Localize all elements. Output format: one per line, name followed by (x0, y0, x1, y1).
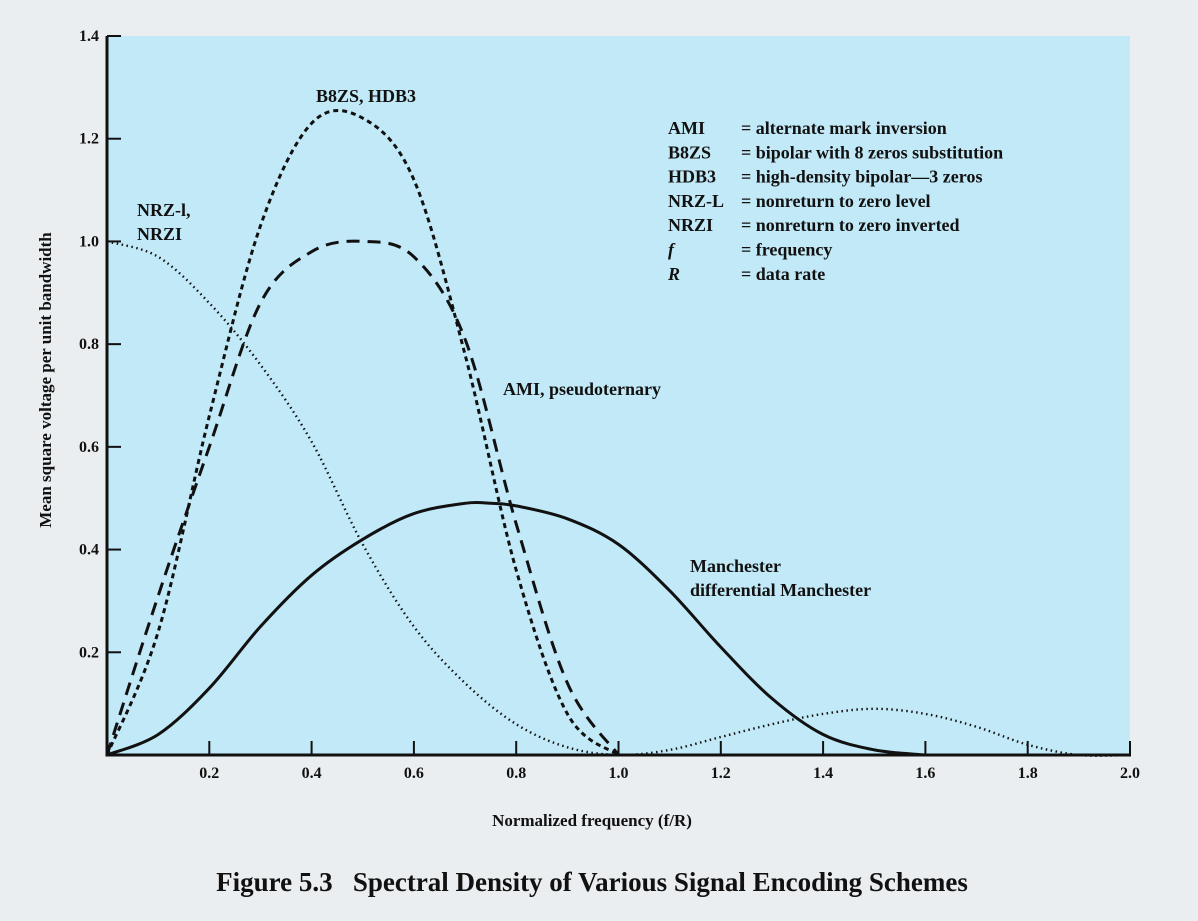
y-axis-title: Mean square voltage per unit bandwidth (36, 232, 55, 528)
y-tick-label: 0.8 (79, 336, 99, 353)
x-tick-label: 0.6 (404, 765, 424, 782)
x-tick-label: 1.2 (711, 765, 731, 782)
label-manchester-line1: Manchester (690, 556, 781, 576)
x-tick-label: 1.6 (915, 765, 935, 782)
label-manchester-line2: differential Manchester (690, 580, 871, 600)
label-nrz-line1: NRZ-l, (137, 200, 191, 220)
legend: AMI = alternate mark inversion B8ZS = bipol… (667, 118, 1003, 284)
label-ami-pseudoternary: AMI, pseudoternary (503, 379, 661, 399)
y-tick-label: 1.4 (79, 28, 99, 45)
legend-abbr: NRZ-L (668, 191, 724, 211)
x-tick-label: 0.8 (506, 765, 526, 782)
y-tick-label: 0.2 (79, 644, 99, 661)
y-tick-label: 1.0 (79, 233, 99, 250)
legend-desc: = bipolar with 8 zeros substitution (741, 142, 1003, 162)
series-line-2 (105, 108, 620, 757)
figure-caption: Figure 5.3 Spectral Density of Various S… (216, 867, 968, 897)
y-tick-label: 0.6 (79, 439, 99, 456)
legend-abbr: AMI (668, 118, 705, 138)
plot-area (107, 36, 1130, 755)
x-axis-title: Normalized frequency (f/R) (492, 811, 692, 830)
legend-desc: = nonreturn to zero level (741, 191, 931, 211)
legend-abbr: f (668, 240, 676, 260)
legend-abbr: R (667, 264, 680, 284)
legend-desc: = high-density bipolar—3 zeros (741, 167, 982, 187)
series-line-4 (106, 500, 926, 757)
x-tick-label: 0.2 (199, 765, 219, 782)
x-tick-label: 2.0 (1120, 765, 1140, 782)
x-tick-label: 1.8 (1018, 765, 1038, 782)
x-tick-label: 1.4 (813, 765, 833, 782)
ticks-layer: 0.2 0.4 0.6 0.8 1.0 1.2 1.4 1.6 1.8 2.0 0.2 0.4 0.6 0… (79, 28, 1140, 782)
y-tick-label: 0.4 (79, 542, 99, 559)
x-tick-label: 1.0 (609, 765, 629, 782)
y-tick-label: 1.2 (79, 131, 99, 148)
legend-desc: = nonreturn to zero inverted (741, 215, 960, 235)
series-line-3 (105, 239, 620, 756)
legend-desc: = frequency (741, 240, 832, 260)
x-tick-label: 0.4 (302, 765, 322, 782)
legend-abbr: B8ZS (668, 142, 711, 162)
legend-abbr: NRZI (668, 215, 713, 235)
label-b8zs-hdb3: B8ZS, HDB3 (316, 86, 416, 106)
legend-desc: = alternate mark inversion (741, 118, 947, 138)
label-nrz-line2: NRZI (137, 224, 182, 244)
series-layer (105, 108, 1131, 757)
legend-desc: = data rate (741, 264, 825, 284)
legend-abbr: HDB3 (668, 167, 716, 187)
